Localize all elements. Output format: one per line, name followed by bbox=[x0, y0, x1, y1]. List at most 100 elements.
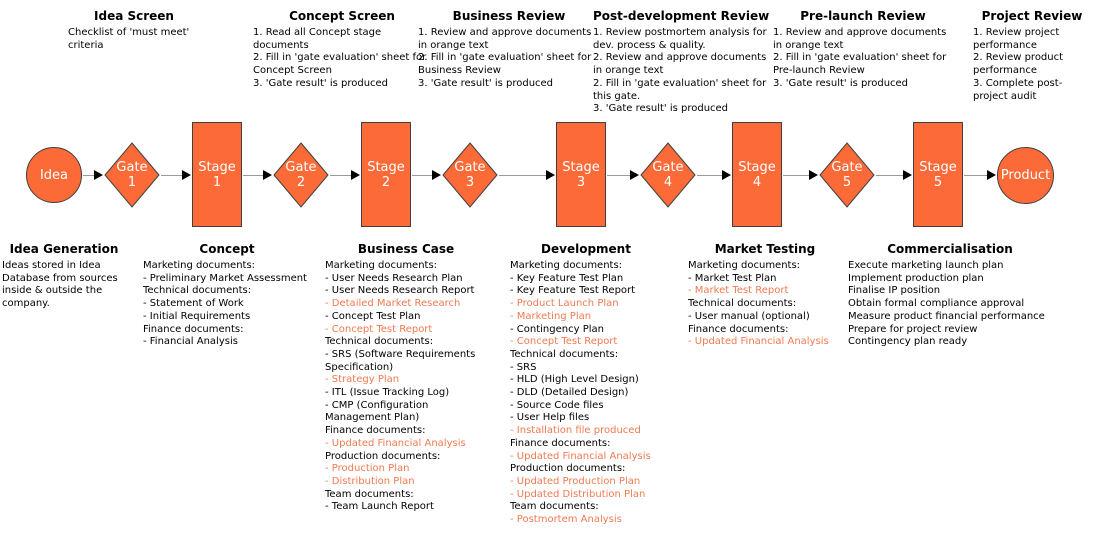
flow-arrow-icon bbox=[243, 170, 272, 180]
section-title: Idea Generation bbox=[9, 242, 119, 256]
section-item: - User Needs Research Plan bbox=[325, 272, 463, 284]
section-item: Finalise IP position bbox=[848, 285, 941, 297]
section-item: - Initial Requirements bbox=[143, 310, 251, 322]
section-item: - User Needs Research Report bbox=[325, 285, 475, 297]
section-item: - Key Feature Test Report bbox=[510, 285, 636, 297]
node-label: Stage 5 bbox=[919, 159, 957, 190]
section-item: - Updated Production Plan bbox=[510, 475, 641, 487]
section-title: Commercialisation bbox=[887, 242, 1013, 256]
section-title: Idea Screen bbox=[94, 9, 174, 23]
section-item: - Preliminary Market Assessment bbox=[143, 272, 307, 284]
section-item: Measure product financial performance bbox=[848, 310, 1045, 322]
flow-node-stage-4: Stage 4 bbox=[732, 122, 782, 227]
node-label: Stage 2 bbox=[367, 159, 405, 190]
section-items: 1. Review project performance 2. Review p… bbox=[973, 27, 1091, 103]
section-item: - Concept Test Report bbox=[325, 323, 433, 335]
top-section-pre-launch-review: Pre-launch Review 1. Review and approve … bbox=[773, 9, 953, 91]
section-item: - Updated Distribution Plan bbox=[510, 488, 646, 500]
section-item: Checklist of 'must meet' criteria bbox=[68, 27, 190, 51]
section-item: - SRS bbox=[510, 361, 537, 373]
flow-node-gate-1: Gate 1 bbox=[104, 142, 160, 208]
section-item: 1. Review postmortem analysis for dev. p… bbox=[593, 27, 767, 51]
section-item: 2. Review and approve documents in orang… bbox=[593, 52, 767, 77]
section-item: - DLD (Detailed Design) bbox=[510, 387, 629, 399]
section-item: - HLD (High Level Design) bbox=[510, 374, 639, 386]
flow-node-stage-2: Stage 2 bbox=[361, 122, 411, 227]
section-items: 1. Read all Concept stage documents 2. Fi… bbox=[253, 27, 431, 91]
node-label: Gate 3 bbox=[454, 160, 486, 190]
flow-node-gate-4: Gate 4 bbox=[640, 142, 696, 208]
section-item: - Production Plan bbox=[325, 463, 410, 475]
flow-arrow-icon bbox=[697, 170, 731, 180]
section-item: - Market Test Plan bbox=[688, 272, 777, 284]
flow-arrow-icon bbox=[964, 170, 996, 180]
section-item: - Team Launch Report bbox=[325, 501, 434, 513]
section-item: 3. 'Gate result' is produced bbox=[773, 77, 909, 89]
section-item: Finance documents: bbox=[510, 437, 611, 449]
section-item: Implement production plan bbox=[848, 272, 984, 284]
section-item: - Key Feature Test Plan bbox=[510, 272, 624, 284]
section-title: Pre-launch Review bbox=[800, 9, 926, 23]
section-title: Business Case bbox=[357, 242, 455, 256]
flow-node-stage-5: Stage 5 bbox=[913, 122, 963, 227]
flow-node-gate-3: Gate 3 bbox=[442, 142, 498, 208]
section-item: - Distribution Plan bbox=[325, 475, 415, 487]
section-item: 2. Fill in 'gate evaluation' sheet for C… bbox=[253, 52, 427, 77]
section-item: - User manual (optional) bbox=[688, 310, 810, 322]
node-label: Product bbox=[1000, 168, 1051, 183]
flow-arrow-icon bbox=[607, 170, 639, 180]
section-items: 1. Review and approve documents in orang… bbox=[773, 27, 953, 91]
section-item: 2. Fill in 'gate evaluation' sheet for t… bbox=[593, 77, 767, 102]
top-section-business-review: Business Review 1. Review and approve do… bbox=[418, 9, 600, 91]
section-item: Technical documents: bbox=[325, 336, 434, 348]
section-item: - Financial Analysis bbox=[143, 336, 238, 348]
section-title: Post-development Review bbox=[593, 9, 770, 23]
node-label: Gate 4 bbox=[652, 160, 684, 190]
flow-arrow-icon bbox=[412, 170, 441, 180]
bottom-section-concept: Concept Marketing documents: - Preliminar… bbox=[143, 242, 311, 349]
node-label: Stage 4 bbox=[738, 159, 776, 190]
diamond-shape bbox=[104, 142, 160, 208]
flow-arrow-icon bbox=[499, 170, 555, 180]
section-items: Ideas stored in Idea Database from sourc… bbox=[2, 260, 126, 311]
section-item: 1. Review project performance bbox=[973, 27, 1060, 51]
section-item: - CMP (Configuration Management Plan) bbox=[325, 399, 429, 424]
section-item: - Postmortem Analysis bbox=[510, 514, 622, 526]
node-label: Gate 2 bbox=[285, 160, 317, 190]
section-item: - Market Test Report bbox=[688, 285, 789, 297]
section-item: - ITL (Issue Tracking Log) bbox=[325, 387, 450, 399]
section-item: Obtain formal compliance approval bbox=[848, 298, 1025, 310]
flow-node-idea: Idea bbox=[26, 147, 82, 203]
bottom-section-idea-generation: Idea Generation Ideas stored in Idea Dat… bbox=[2, 242, 126, 311]
flow-arrow-icon bbox=[783, 170, 818, 180]
section-item: Finance documents: bbox=[143, 323, 244, 335]
section-items: 1. Review and approve documents in orang… bbox=[418, 27, 600, 91]
section-item: - Detailed Market Research bbox=[325, 298, 461, 310]
section-item: - SRS (Software Requirements Specificati… bbox=[325, 348, 476, 373]
section-title: Project Review bbox=[981, 9, 1083, 23]
section-item: - Concept Test Plan bbox=[325, 310, 421, 322]
section-item: Production documents: bbox=[325, 450, 441, 462]
top-section-idea-screen: Idea Screen Checklist of 'must meet' cri… bbox=[68, 9, 200, 52]
section-item: - Statement of Work bbox=[143, 298, 244, 310]
diamond-shape bbox=[819, 142, 875, 208]
section-title: Business Review bbox=[452, 9, 566, 23]
section-items: Execute marketing launch plan Implement p… bbox=[848, 260, 1052, 349]
section-item: - Marketing Plan bbox=[510, 310, 592, 322]
flow-node-product: Product bbox=[997, 147, 1054, 204]
top-section-post-development-review: Post-development Review 1. Review postmo… bbox=[593, 9, 769, 116]
section-item: Marketing documents: bbox=[143, 260, 256, 271]
section-item: Contingency plan ready bbox=[848, 336, 968, 348]
section-item: Technical documents: bbox=[688, 298, 797, 310]
node-label: Gate 5 bbox=[831, 160, 863, 190]
section-item: Marketing documents: bbox=[510, 260, 623, 271]
section-item: Finance documents: bbox=[688, 323, 789, 335]
section-item: - Updated Financial Analysis bbox=[688, 336, 829, 348]
node-label: Stage 1 bbox=[198, 159, 236, 190]
diamond-shape bbox=[273, 142, 329, 208]
section-items: 1. Review postmortem analysis for dev. p… bbox=[593, 27, 769, 116]
section-item: 2. Review product performance bbox=[973, 52, 1064, 77]
section-item: 1. Read all Concept stage documents bbox=[253, 27, 382, 51]
bottom-section-business-case: Business Case Marketing documents: - User… bbox=[325, 242, 487, 514]
section-item: - User Help files bbox=[510, 412, 590, 424]
